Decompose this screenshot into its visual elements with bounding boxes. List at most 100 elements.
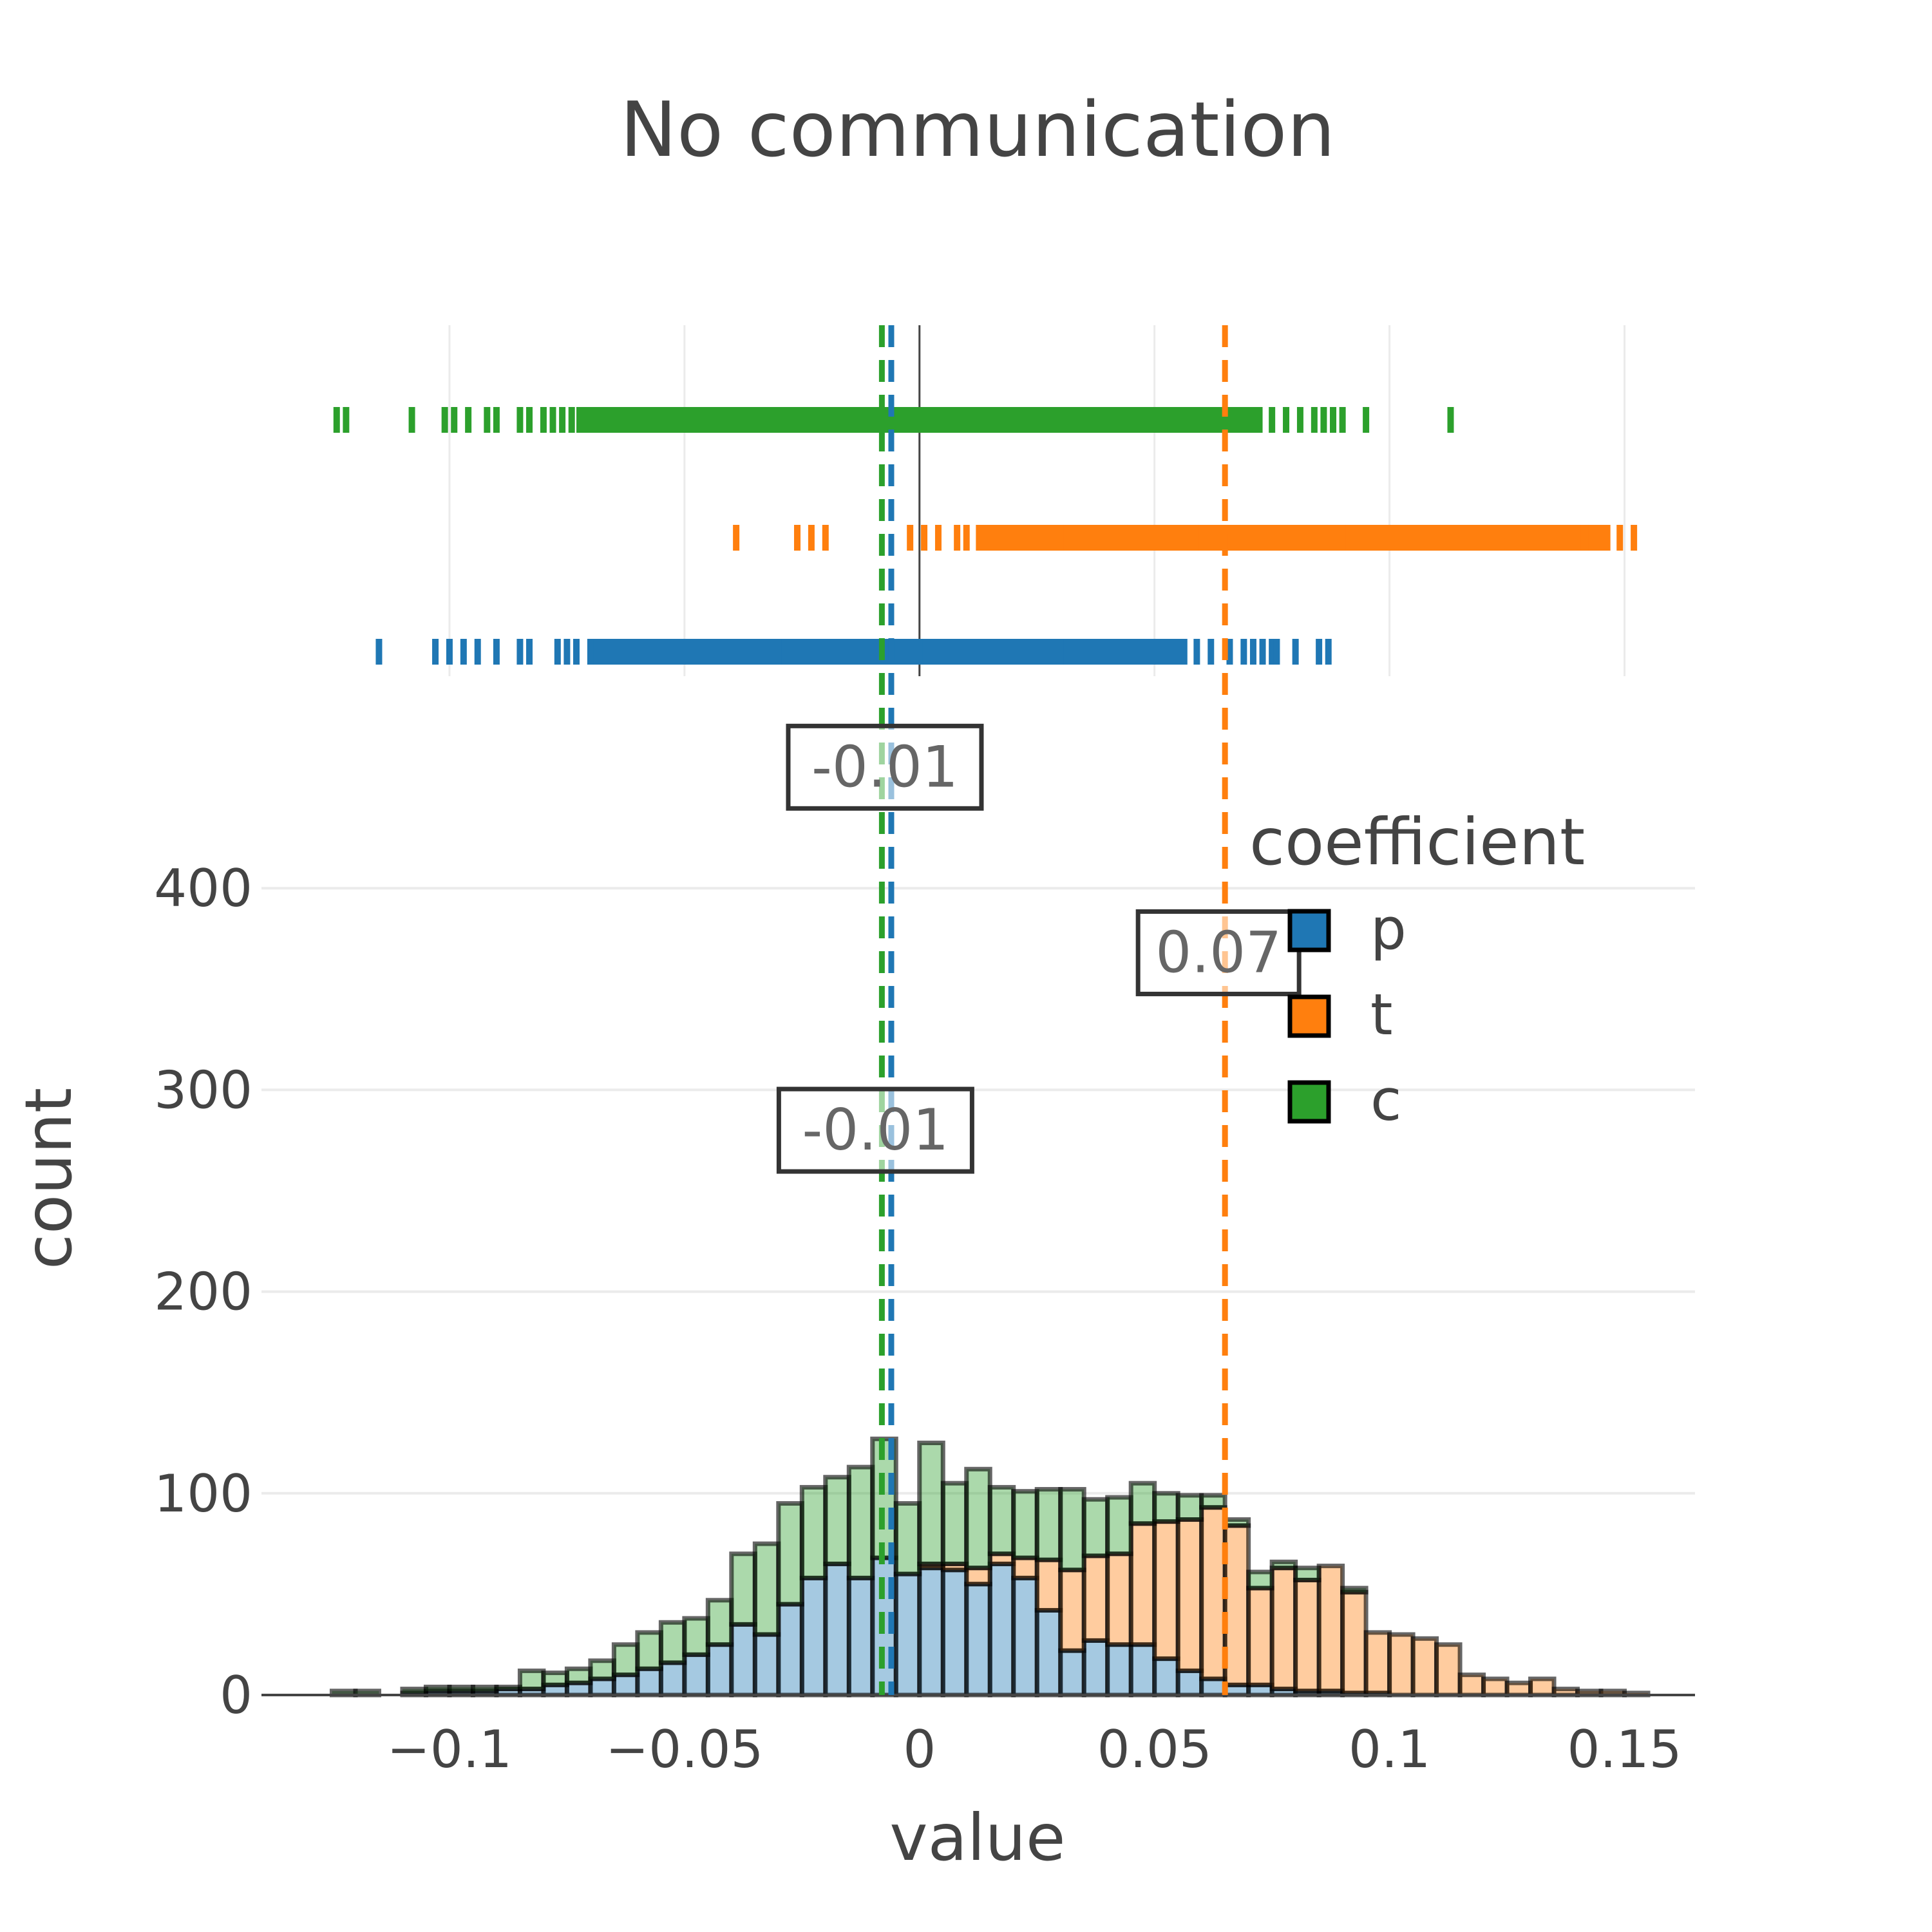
legend-label-t: t	[1370, 981, 1393, 1048]
bar-p	[1152, 1656, 1180, 1698]
rug-tick-t	[822, 525, 829, 551]
bar-c	[635, 1630, 663, 1671]
x-tick-label: −0.05	[605, 1719, 763, 1779]
bar-p	[752, 1632, 781, 1698]
bar-p	[682, 1652, 710, 1698]
bar-p	[893, 1571, 922, 1698]
rug-tick-c	[484, 407, 491, 433]
rug-tick-p	[432, 639, 439, 665]
bar-p	[940, 1567, 969, 1698]
bar-c	[846, 1464, 875, 1580]
rug-tick-c	[516, 407, 524, 433]
bar-c	[1105, 1495, 1133, 1557]
rug-tick-p	[1226, 639, 1233, 665]
rug-tick-t	[1616, 525, 1624, 551]
rug-tick-c	[526, 407, 533, 433]
bar-p	[705, 1642, 734, 1698]
rug-tick-p	[446, 639, 453, 665]
bar-t	[1410, 1636, 1439, 1698]
bar-c	[705, 1598, 734, 1647]
bar-c	[1293, 1566, 1321, 1582]
rug-tick-c	[559, 407, 566, 433]
bar-t	[1293, 1577, 1321, 1694]
bar-c	[658, 1620, 687, 1665]
bar-c	[541, 1671, 569, 1687]
bar-c	[1152, 1491, 1180, 1524]
bar-c	[987, 1484, 1016, 1557]
rug-tick-p	[1316, 639, 1323, 665]
rug-tick-c	[1217, 407, 1224, 433]
rug-tick-p	[1269, 639, 1276, 665]
bar-c	[494, 1684, 522, 1692]
rug-tick-c	[465, 407, 472, 433]
legend-swatch-t	[1287, 994, 1331, 1038]
x-tick-label: −0.1	[387, 1719, 512, 1779]
rug-tick-p	[1249, 639, 1256, 665]
rug-tick-c	[549, 407, 556, 433]
bar-c	[1175, 1493, 1204, 1522]
rug-tick-p	[375, 639, 383, 665]
bar-p	[776, 1602, 804, 1698]
bar-c	[1340, 1586, 1368, 1595]
bar-t	[1175, 1517, 1204, 1673]
rug-tick-c	[451, 407, 458, 433]
rug-tick-p	[1273, 639, 1280, 665]
rug-tick-p	[775, 639, 782, 665]
bar-c	[1081, 1497, 1110, 1558]
x-tick-label: 0.05	[1097, 1719, 1212, 1779]
bar-t	[1340, 1589, 1368, 1696]
rug-band-t	[976, 525, 1611, 551]
rug-tick-p	[1259, 639, 1266, 665]
bar-t	[1434, 1642, 1463, 1698]
mean-lines: -0.01 0.07 -0.01	[776, 325, 1302, 1695]
bar-t	[1246, 1586, 1274, 1687]
legend-swatch-c	[1287, 1080, 1331, 1124]
rug-tick-p	[493, 639, 500, 665]
rug-tick-t	[1339, 525, 1346, 551]
legend: coefficient ptc	[1249, 804, 1585, 1133]
rug-tick-c	[1245, 407, 1252, 433]
rug-tick-p	[564, 639, 571, 665]
bar-p	[964, 1582, 992, 1698]
y-tick-label: 200	[154, 1262, 252, 1322]
bar-t	[1058, 1567, 1086, 1653]
rug-tick-t	[794, 525, 801, 551]
bar-t	[1528, 1676, 1557, 1698]
bar-t	[1199, 1505, 1227, 1681]
bar-t	[1105, 1551, 1133, 1647]
rug-tick-c	[568, 407, 575, 433]
bar-p	[1081, 1638, 1110, 1698]
bar-c	[893, 1501, 922, 1577]
rug-tick-c	[822, 407, 829, 433]
rug-tick-c	[1283, 407, 1290, 433]
rug-tick-p	[1292, 639, 1299, 665]
bar-p	[588, 1676, 616, 1698]
bar-c	[1246, 1569, 1274, 1591]
bar-p	[1175, 1668, 1204, 1698]
bar-t	[1387, 1632, 1416, 1698]
mean-label-box-t	[1135, 909, 1302, 996]
rug-tick-c	[1363, 407, 1370, 433]
legend-title: coefficient	[1249, 804, 1585, 880]
rug-tick-p	[526, 639, 533, 665]
rug-tick-p	[573, 639, 580, 665]
bar-c	[729, 1551, 757, 1627]
bar-t	[1128, 1521, 1157, 1647]
bar-p	[1128, 1642, 1157, 1698]
mean-label-t: 0.07	[1155, 919, 1282, 985]
rug-tick-t	[1631, 525, 1638, 551]
mean-label-box-c	[776, 1086, 974, 1174]
rug-tick-c	[408, 407, 415, 433]
bar-c	[799, 1484, 828, 1580]
chart-title: No communication	[620, 85, 1336, 174]
bar-t	[964, 1566, 992, 1587]
bar-t	[1316, 1564, 1345, 1694]
bar-p	[729, 1622, 757, 1698]
bar-c	[917, 1441, 945, 1566]
bar-c	[1222, 1517, 1251, 1528]
bar-c	[752, 1541, 781, 1637]
bar-c	[1011, 1489, 1039, 1560]
bar-p	[1011, 1575, 1039, 1698]
x-tick-label: 0	[903, 1719, 936, 1779]
